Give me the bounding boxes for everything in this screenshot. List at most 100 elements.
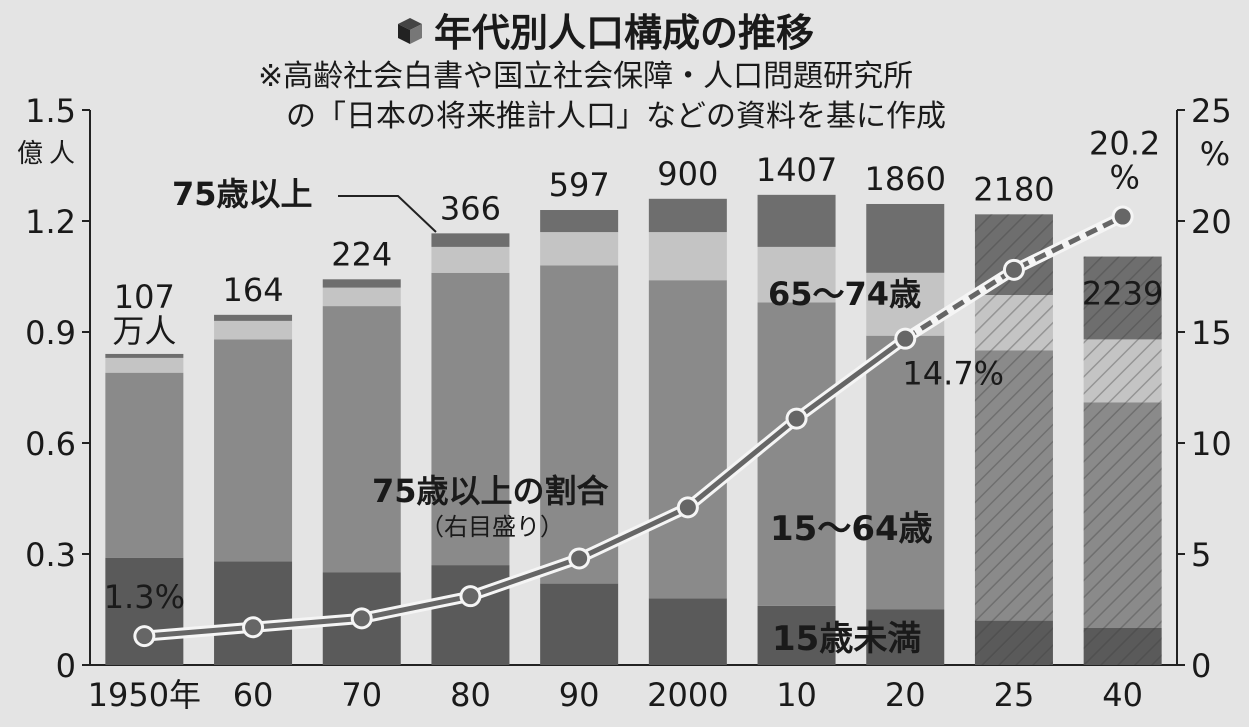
bar-total-label: 366	[440, 189, 501, 227]
ratio-point	[788, 410, 805, 427]
x-axis-tick-label: 60	[233, 676, 274, 714]
annotation-over75: 75歳以上	[172, 175, 313, 213]
bar-total-label: 224	[331, 235, 392, 273]
ratio-point	[245, 619, 262, 636]
x-axis-tick-label: 20	[885, 676, 926, 714]
bar-segment-15-64	[214, 339, 293, 562]
chart-title: 年代別人口構成の推移	[434, 11, 814, 55]
ratio-point	[136, 628, 153, 645]
left-axis-unit-1: 億	[17, 139, 43, 169]
bar-segment-over75	[322, 279, 401, 288]
bar-segment-15-64	[105, 372, 184, 558]
bar-segment-15-64	[322, 306, 401, 573]
bar-segment-over75	[214, 314, 293, 321]
ratio-point	[1114, 208, 1131, 225]
right-axis-tick-label: 10	[1191, 425, 1232, 463]
bar-segment-over75	[648, 198, 727, 233]
bar-segment-15-64	[866, 335, 945, 610]
x-axis-tick-label: 40	[1102, 676, 1143, 714]
ticks-group: 0 0.3 0.6 0.9 1.2 1.5 0 5 10 15 20 25 1950年 60 70 80 90 2…	[25, 92, 1232, 714]
bar-segment-15-64	[540, 265, 619, 584]
ratio-point	[353, 610, 370, 627]
ratio-line-group	[133, 205, 1134, 648]
bar-segment-over75	[866, 203, 945, 273]
bar-segment-projection-hatch	[1083, 402, 1162, 628]
bar-segment-projection-hatch	[1083, 256, 1162, 340]
bar-segment-65-74	[540, 232, 619, 266]
x-axis-tick-label: 90	[559, 676, 600, 714]
chart-title-group: 年代別人口構成の推移 ※高齢社会白書や国立社会保障・人口問題研究所 の「日本の将…	[258, 11, 946, 134]
bar-segment-over75	[757, 194, 836, 247]
right-axis-tick-label: 0	[1191, 647, 1211, 685]
left-axis-tick-label: 1.5	[25, 92, 76, 130]
bar-total-label: 597	[549, 166, 610, 204]
chart-subtitle-line1: ※高齢社会白書や国立社会保障・人口問題研究所	[258, 59, 913, 94]
x-axis-tick-label: 25	[994, 676, 1035, 714]
left-axis-unit-2: 人	[49, 139, 75, 169]
line-series-note: （右目盛り）	[420, 513, 564, 541]
annotation-under15: 15歳未満	[772, 619, 921, 659]
left-axis-tick-label: 0.3	[25, 536, 76, 574]
x-axis-tick-label: 2000	[647, 676, 728, 714]
bars-group	[105, 194, 1162, 665]
cube-icon	[398, 18, 422, 44]
left-axis-tick-label: 0.9	[25, 314, 76, 352]
x-axis-tick-label: 80	[450, 676, 491, 714]
bar-total-unit-label: 万人	[112, 312, 176, 350]
annotations-group: 75歳以上 65〜74歳 15〜64歳 15歳未満 75歳以上の割合 （右目盛り…	[172, 175, 933, 659]
annotation-65-74: 65〜74歳	[768, 275, 921, 313]
bar-total-label: 900	[657, 155, 718, 193]
bar-segment-projection-hatch	[974, 350, 1053, 621]
ratio-point	[462, 588, 479, 605]
bar-segment-65-74	[214, 320, 293, 340]
bar-segment-projection-hatch	[1083, 339, 1162, 403]
right-axis-tick-label: 25	[1191, 92, 1232, 130]
bar-segment-over75	[105, 353, 184, 358]
bar-segment-over75	[431, 233, 510, 247]
left-axis-tick-label: 1.2	[25, 203, 76, 241]
bar-segment-15-64	[757, 302, 836, 606]
annotation-15-64: 15〜64歳	[770, 509, 933, 549]
x-axis-tick-label: 70	[341, 676, 382, 714]
ratio-point	[679, 499, 696, 516]
right-axis-tick-label: 5	[1191, 536, 1211, 574]
ratio-point	[897, 330, 914, 347]
x-axis-tick-label: 10	[776, 676, 817, 714]
bar-segment-projection-hatch	[974, 295, 1053, 351]
bar-segment-65-74	[757, 246, 836, 303]
bar-segment-under15	[431, 565, 510, 665]
bar-segment-65-74	[322, 287, 401, 307]
ratio-last-value-label: 20.2	[1089, 125, 1160, 163]
ratio-line	[144, 336, 907, 639]
bar-segment-under15	[540, 583, 619, 665]
x-axis-tick-label: 1950年	[88, 676, 201, 714]
bar-segment-15-64	[648, 280, 727, 599]
bar-total-label: 2239	[1082, 275, 1163, 313]
ratio-line-projected	[903, 214, 1124, 341]
bar-segment-projection-hatch	[1083, 628, 1162, 665]
axes-group: 億 人 %	[17, 110, 1230, 666]
right-axis-tick-label: 20	[1191, 203, 1232, 241]
bar-segment-under15	[866, 609, 945, 665]
bar-segment-over75	[540, 210, 619, 233]
bar-total-label: 2180	[973, 170, 1054, 208]
bar-total-label: 107	[114, 278, 175, 316]
bar-total-label: 1860	[865, 160, 946, 198]
bar-segment-under15	[648, 598, 727, 665]
left-axis-tick-label: 0	[56, 647, 76, 685]
right-axis-tick-label: 15	[1191, 314, 1232, 352]
chart-subtitle-line2: の「日本の将来推計人口」などの資料を基に作成	[286, 99, 946, 134]
ratio-point	[1005, 261, 1022, 278]
bar-segment-under15	[214, 561, 293, 665]
annotation-over75-leader	[338, 195, 437, 233]
left-axis-tick-label: 0.6	[25, 425, 76, 463]
ratio-value-label: 1.3%	[104, 578, 185, 616]
bar-segment-under15	[757, 605, 836, 665]
ratio-point	[571, 550, 588, 567]
bar-segment-15-64	[431, 272, 510, 566]
bar-total-label: 164	[223, 271, 284, 309]
bar-segment-65-74	[648, 232, 727, 281]
right-axis-unit: %	[1200, 135, 1230, 173]
